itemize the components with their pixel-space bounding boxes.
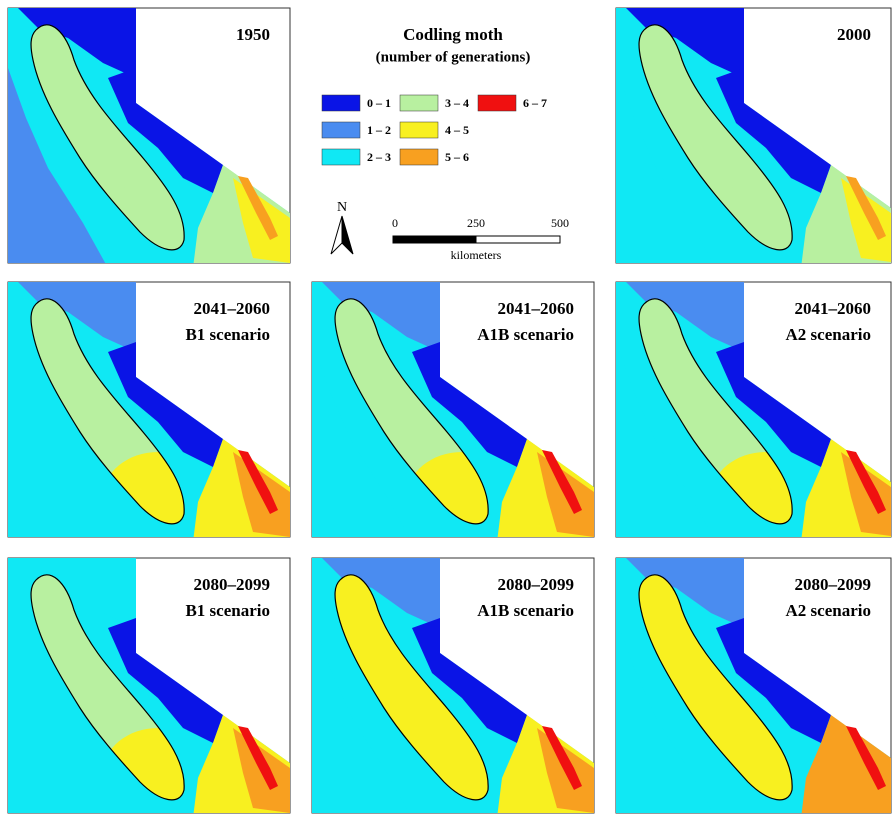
legend-label: 1 – 2 <box>367 123 391 137</box>
panel-title: A2 scenario <box>786 325 871 344</box>
panel-title: B1 scenario <box>185 601 270 620</box>
scale-unit: kilometers <box>451 248 502 262</box>
panel-title: 2041–2060 <box>194 299 271 318</box>
panel-title: A1B scenario <box>477 601 574 620</box>
legend-title: Codling moth <box>403 25 503 44</box>
panel-title: 2080–2099 <box>795 575 872 594</box>
scale-tick: 0 <box>392 216 398 230</box>
legend-swatch <box>322 95 360 111</box>
legend-swatch <box>400 95 438 111</box>
north-label: N <box>337 200 347 215</box>
scale-tick: 500 <box>551 216 569 230</box>
north-arrow <box>342 216 353 254</box>
panel-title: 2080–2099 <box>498 575 575 594</box>
panel-title: B1 scenario <box>185 325 270 344</box>
figure: Codling moth (number of generations) N 0… <box>0 0 892 815</box>
panel-title: A2 scenario <box>786 601 871 620</box>
panel-title: 2000 <box>837 25 871 44</box>
map-panel: 2080–2099 A1B scenario <box>312 558 594 815</box>
panel-title: 2041–2060 <box>498 299 575 318</box>
map-panel: 2080–2099 B1 scenario <box>8 558 290 815</box>
panel-title: 1950 <box>236 25 270 44</box>
legend-swatch <box>322 149 360 165</box>
panel-title: A1B scenario <box>477 325 574 344</box>
legend-label: 3 – 4 <box>445 96 469 110</box>
legend-swatch <box>478 95 516 111</box>
legend-swatch <box>322 122 360 138</box>
map-panel: 1950 <box>8 8 290 268</box>
scale-tick: 250 <box>467 216 485 230</box>
legend-subtitle: (number of generations) <box>376 49 531 65</box>
map-panel: 2041–2060 A2 scenario <box>616 282 892 542</box>
page: Codling moth (number of generations) N 0… <box>0 0 892 815</box>
north-arrow <box>331 216 342 254</box>
legend-label: 2 – 3 <box>367 150 391 164</box>
panel-title: 2080–2099 <box>194 575 271 594</box>
legend-swatch <box>400 122 438 138</box>
legend-label: 0 – 1 <box>367 96 391 110</box>
map-panel: 2041–2060 A1B scenario <box>312 282 594 542</box>
map-panel: 2000 <box>616 8 892 268</box>
panel-title: 2041–2060 <box>795 299 872 318</box>
legend-label: 5 – 6 <box>445 150 469 164</box>
legend-label: 4 – 5 <box>445 123 469 137</box>
legend-swatch <box>400 149 438 165</box>
legend-label: 6 – 7 <box>523 96 547 110</box>
map-panel: 2041–2060 B1 scenario <box>8 282 290 542</box>
scale-bar <box>476 236 560 243</box>
map-panel: 2080–2099 A2 scenario <box>616 558 892 815</box>
scale-bar <box>393 236 476 243</box>
